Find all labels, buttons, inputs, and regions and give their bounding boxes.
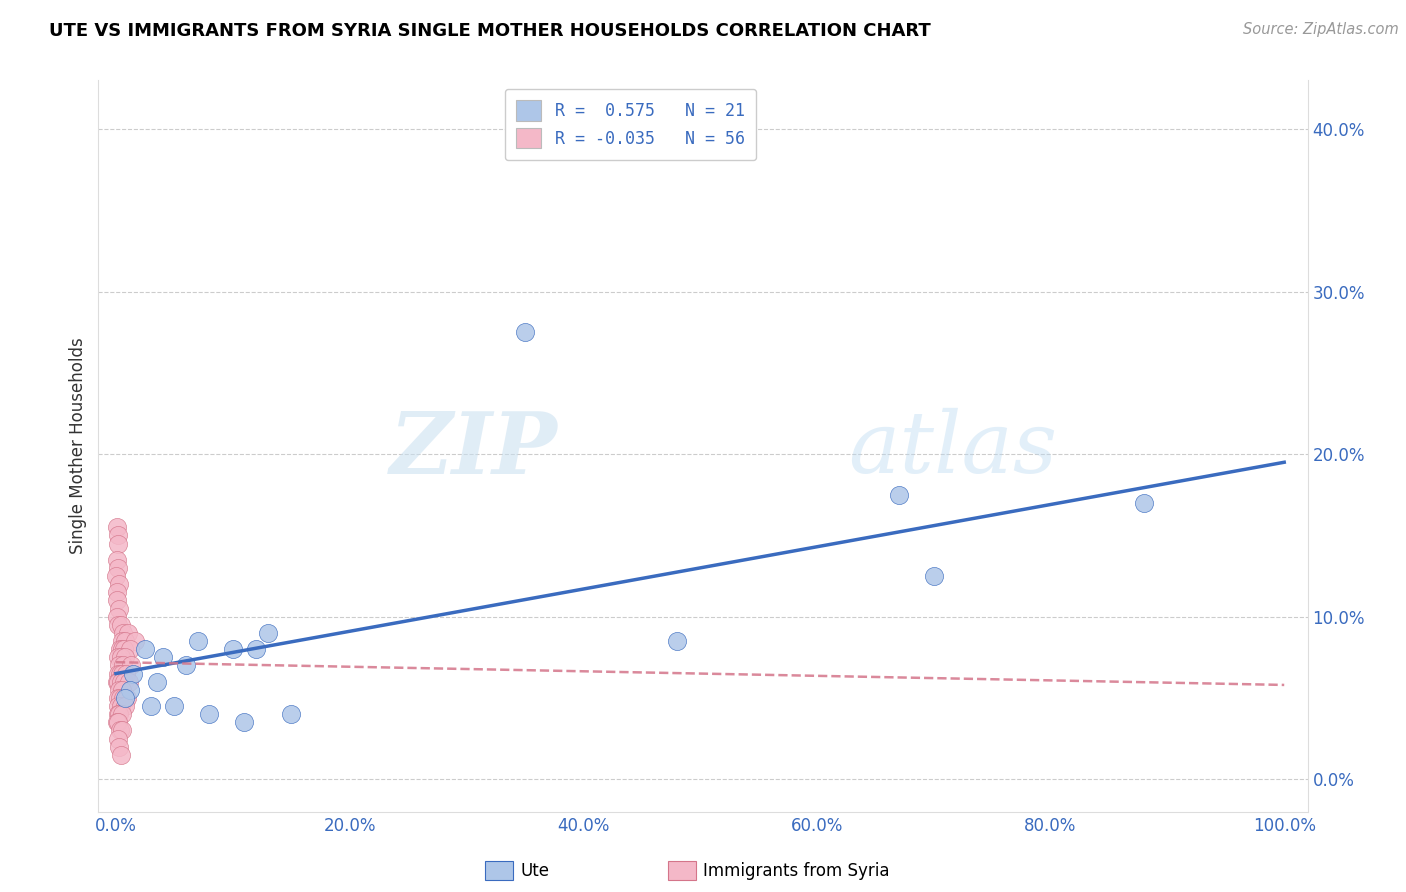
Point: [174, 658, 197, 673]
Point: [118, 674, 141, 689]
Point: [118, 642, 141, 657]
Point: [105, 585, 128, 599]
Text: Source: ZipAtlas.com: Source: ZipAtlas.com: [1243, 22, 1399, 37]
Point: [152, 650, 174, 665]
Point: [112, 690, 135, 705]
Y-axis label: Single Mother Households: Single Mother Households: [69, 338, 87, 554]
Point: [111, 723, 134, 738]
Point: [114, 634, 136, 648]
Point: [887, 488, 910, 502]
Point: [222, 642, 245, 657]
Text: ZIP: ZIP: [389, 408, 558, 491]
Point: [280, 707, 302, 722]
Point: [111, 666, 134, 681]
Point: [122, 666, 145, 681]
Point: [107, 650, 129, 665]
Point: [105, 520, 128, 534]
Point: [111, 658, 134, 673]
Point: [114, 699, 136, 714]
Point: [112, 674, 135, 689]
Point: [107, 699, 129, 714]
Point: [108, 739, 131, 754]
Point: [233, 715, 256, 730]
Point: [115, 690, 138, 705]
Point: [110, 674, 132, 689]
Point: [110, 747, 132, 762]
Point: [107, 609, 129, 624]
Point: [124, 634, 146, 648]
Point: [105, 553, 128, 567]
Point: [163, 699, 186, 714]
Point: [105, 569, 128, 583]
Point: [108, 642, 131, 657]
Point: [107, 561, 129, 575]
Point: [117, 626, 139, 640]
Point: [108, 577, 131, 591]
Point: [107, 536, 129, 550]
Point: [108, 666, 131, 681]
Point: [111, 642, 134, 657]
Point: [107, 707, 129, 722]
Point: [107, 674, 129, 689]
Point: [1133, 496, 1156, 510]
Point: [108, 690, 131, 705]
Point: [108, 723, 131, 738]
Text: Ute: Ute: [520, 862, 550, 880]
Point: [105, 593, 128, 607]
Legend: R =  0.575   N = 21, R = -0.035   N = 56: R = 0.575 N = 21, R = -0.035 N = 56: [505, 88, 756, 160]
Text: Immigrants from Syria: Immigrants from Syria: [703, 862, 890, 880]
Point: [111, 626, 134, 640]
Point: [146, 674, 169, 689]
Point: [187, 634, 209, 648]
Point: [108, 707, 131, 722]
Text: UTE VS IMMIGRANTS FROM SYRIA SINGLE MOTHER HOUSEHOLDS CORRELATION CHART: UTE VS IMMIGRANTS FROM SYRIA SINGLE MOTH…: [49, 22, 931, 40]
Point: [107, 528, 129, 542]
Point: [665, 634, 688, 648]
Point: [107, 690, 129, 705]
Point: [118, 682, 141, 697]
Point: [107, 731, 129, 746]
Point: [110, 699, 132, 714]
Point: [108, 658, 131, 673]
Point: [120, 658, 142, 673]
Point: [111, 682, 134, 697]
Point: [105, 674, 128, 689]
Point: [110, 707, 132, 722]
Point: [112, 642, 135, 657]
Point: [198, 707, 221, 722]
Point: [115, 666, 138, 681]
Point: [256, 626, 278, 640]
Point: [111, 634, 134, 648]
Point: [110, 617, 132, 632]
Point: [245, 642, 267, 657]
Point: [114, 690, 136, 705]
Point: [107, 666, 129, 681]
Text: atlas: atlas: [848, 409, 1057, 491]
Point: [108, 601, 131, 615]
Point: [107, 617, 129, 632]
Point: [108, 682, 131, 697]
Point: [513, 325, 536, 339]
Point: [107, 715, 129, 730]
Point: [922, 569, 945, 583]
Point: [139, 699, 162, 714]
Point: [110, 650, 132, 665]
Point: [114, 650, 136, 665]
Point: [105, 715, 128, 730]
Point: [134, 642, 156, 657]
